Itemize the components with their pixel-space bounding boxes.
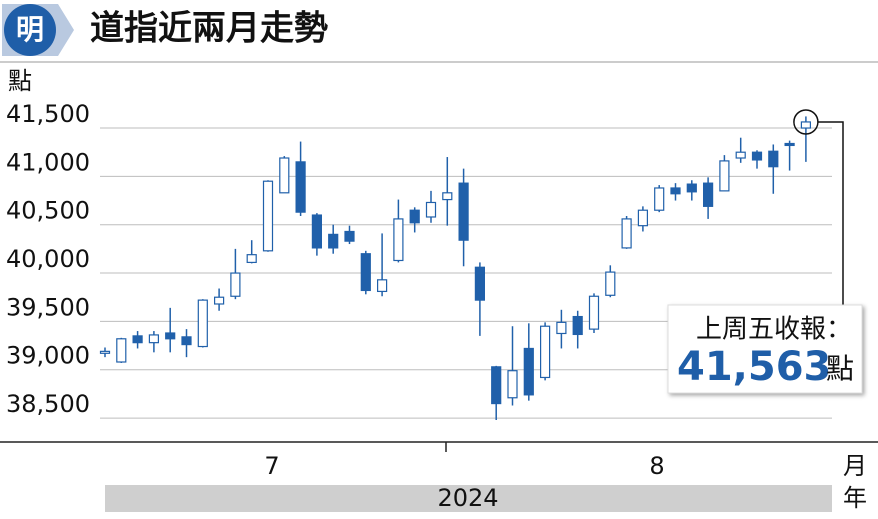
candle-body (637, 209, 649, 227)
candle-body (393, 218, 404, 262)
y-tick-label: 40,500 (6, 197, 90, 225)
candle-body (295, 161, 306, 213)
x-month-label: 7 (264, 452, 279, 480)
annotation-leader (817, 121, 844, 305)
candle-body (556, 321, 567, 335)
candle-body (230, 272, 241, 297)
annotation-value: 41,563 (677, 344, 831, 390)
candle-body (800, 121, 812, 129)
candle-body (735, 151, 746, 159)
candle-body (702, 182, 714, 207)
candle-body (425, 201, 437, 218)
candle-body (621, 218, 632, 249)
candle-body (328, 233, 339, 249)
candle-body (768, 150, 779, 168)
candle-body (654, 187, 665, 211)
candle-body (539, 325, 551, 379)
candle-body (246, 254, 257, 264)
y-tick-label: 40,000 (6, 245, 90, 273)
candle-body (132, 335, 143, 344)
candle-body (442, 192, 453, 201)
candle-body (262, 180, 274, 252)
candle-body (181, 336, 192, 346)
candle-body (588, 295, 600, 330)
annotation-box (667, 304, 863, 394)
y-tick-label: 41,000 (6, 148, 90, 176)
candle-body (719, 160, 730, 192)
y-tick-label: 41,500 (6, 100, 90, 128)
candle-body (605, 271, 616, 296)
y-tick-label: 39,500 (6, 293, 90, 321)
candle-body (523, 347, 534, 396)
candle-body (214, 296, 225, 305)
candle-body (751, 151, 763, 161)
candle-body (197, 299, 208, 348)
candle-body (116, 338, 127, 363)
y-axis-label: 點 (8, 67, 32, 95)
logo-circle (4, 4, 56, 56)
candle-body (670, 187, 681, 195)
candle-body (474, 266, 485, 301)
candle-body (344, 230, 355, 242)
candle-body (148, 334, 159, 344)
candle-body (572, 315, 583, 336)
annotation-text: 上周五收報： (696, 315, 852, 345)
annotation: 上周五收報： 41,563 點 (667, 304, 863, 394)
x-unit: 月 (843, 452, 867, 480)
candle-body (165, 332, 176, 340)
candle-body (311, 214, 322, 249)
candle-body (409, 209, 420, 224)
candle-body (458, 182, 469, 241)
candle-body (360, 253, 371, 292)
logo-text: 明 (16, 13, 44, 46)
year-unit: 年 (843, 484, 867, 512)
candle-body (784, 142, 795, 147)
chart-title: 道指近兩月走勢 (90, 9, 328, 49)
year-bar (105, 485, 832, 512)
annotation-unit: 點 (826, 352, 854, 385)
year-label: 2024 (437, 484, 498, 512)
candle-body (507, 370, 518, 399)
candle-body (279, 157, 290, 194)
x-month-label: 8 (649, 452, 664, 480)
candle-body (686, 183, 697, 193)
plot-area: 38,500 39,000 39,500 40,000 40,500 41,000 41,5… (6, 100, 844, 480)
candle-body (99, 350, 111, 354)
y-tick-label: 39,000 (6, 342, 90, 370)
candle-body (491, 366, 502, 405)
candle-body (377, 279, 388, 293)
y-tick-label: 38,500 (6, 390, 90, 418)
